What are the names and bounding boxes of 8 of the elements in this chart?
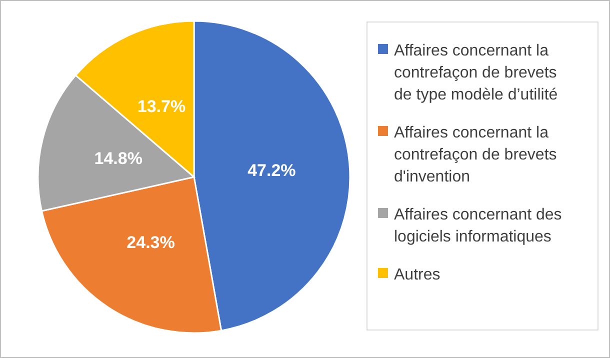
legend-label: Affaires concernant des logiciels informatiques: [394, 206, 562, 246]
legend-label: Affaires concernant la contrefaçon de brevets d'invention: [394, 124, 557, 186]
legend-label: Autres: [394, 266, 440, 284]
legend-label: Affaires concernant la contrefaçon de brevets de type modèle d’utilité: [394, 42, 558, 104]
data-label: 47.2%: [248, 161, 296, 180]
data-label: 14.8%: [94, 149, 142, 168]
data-label: 13.7%: [137, 97, 186, 116]
data-label: 24.3%: [126, 232, 175, 252]
